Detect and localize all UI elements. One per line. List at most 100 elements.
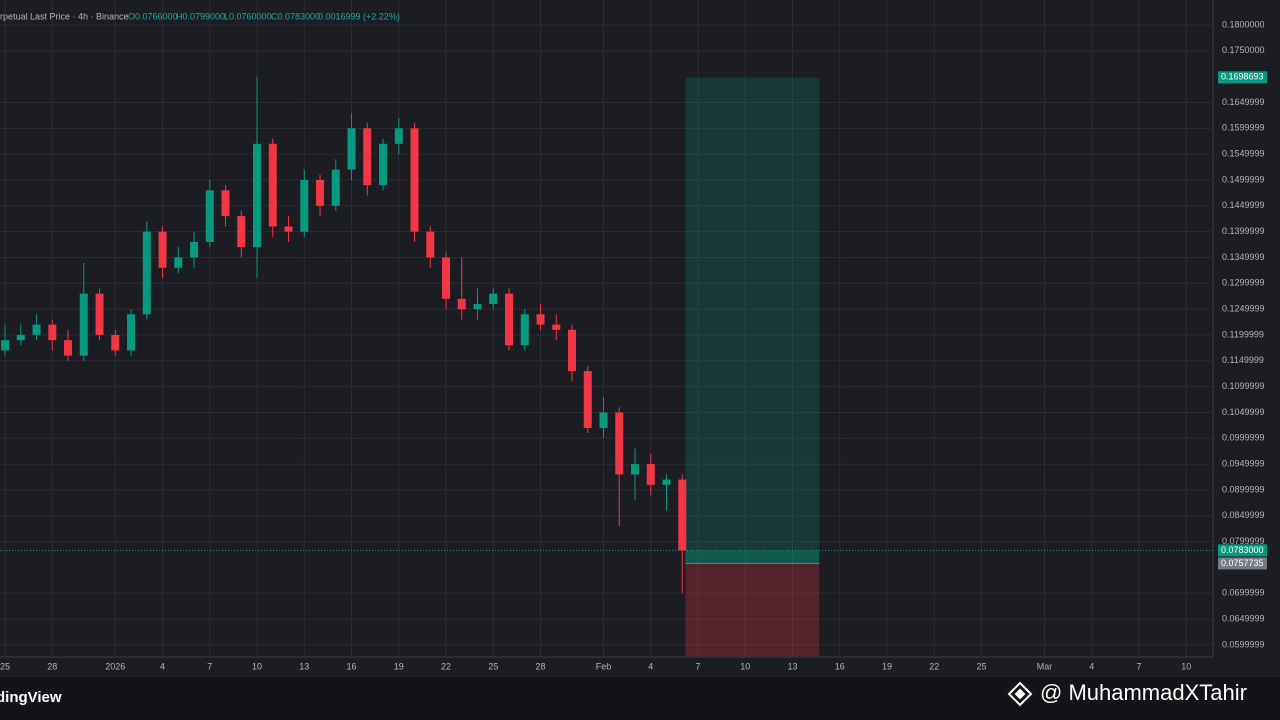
x-tick-label: 2026: [105, 661, 125, 671]
ohlc-close: C0.0783000: [271, 11, 320, 21]
candle-body: [32, 324, 41, 335]
logo: dingView: [0, 689, 62, 706]
x-tick-label: 22: [929, 661, 939, 671]
watermark-icon: [1007, 681, 1033, 707]
candle-body: [379, 143, 388, 186]
candle-body: [221, 190, 230, 217]
y-tick-label: 0.1149999: [1222, 355, 1264, 365]
candle-body: [473, 303, 482, 310]
ohlc-low: L0.0760000: [224, 11, 272, 21]
candle-body: [394, 128, 403, 144]
candle-body: [64, 340, 73, 356]
x-tick-label: 13: [299, 661, 309, 671]
candle-body: [268, 143, 277, 227]
candle-body: [520, 314, 529, 346]
candle-body: [615, 412, 624, 475]
y-tick-label: 0.0599999: [1222, 639, 1265, 649]
candle-body: [631, 464, 640, 475]
y-tick-label: 0.1449999: [1222, 200, 1265, 210]
candle-body: [79, 293, 88, 356]
candle-body: [142, 231, 151, 315]
y-tick-label: 0.0799999: [1222, 536, 1265, 546]
y-tick-label: 0.0999999: [1222, 433, 1265, 443]
x-tick-label: 25: [0, 661, 10, 671]
y-tick-label: 0.1299999: [1222, 278, 1265, 288]
stop-zone: [685, 563, 820, 657]
x-tick-label: 10: [740, 661, 750, 671]
candle-body: [253, 143, 262, 248]
y-tick-label: 0.0849999: [1222, 510, 1265, 520]
footer-bar: [0, 677, 1280, 720]
candle-body: [95, 293, 104, 335]
x-tick-label: 7: [207, 661, 212, 671]
price-tag-label: 0.0757735: [1221, 558, 1264, 568]
x-tick-label: 19: [394, 661, 404, 671]
candle-body: [1, 340, 10, 351]
x-tick-label: 10: [1181, 661, 1191, 671]
x-tick-label: 10: [252, 661, 262, 671]
candle-body: [174, 257, 183, 268]
price-tag: [1218, 544, 1267, 557]
x-tick-label: 19: [882, 661, 892, 671]
y-tick-label: 0.0949999: [1222, 458, 1265, 468]
candle-body: [552, 324, 561, 330]
y-tick-label: 0.1249999: [1222, 304, 1265, 314]
change: 0.0016999 (+2.22%): [318, 11, 400, 21]
candle-body: [568, 329, 577, 372]
candle-body: [583, 371, 592, 428]
candle-body: [457, 298, 466, 310]
candle-body: [111, 334, 120, 351]
x-tick-label: Feb: [596, 661, 612, 671]
candle-body: [599, 412, 608, 428]
candle-body: [363, 128, 372, 186]
candle-body: [678, 479, 687, 551]
y-tick-label: 0.0699999: [1222, 588, 1265, 598]
price-tag: [1218, 557, 1267, 570]
price-tag-label: 0.0783000: [1221, 545, 1264, 555]
y-tick-label: 0.1099999: [1222, 381, 1265, 391]
candle-body: [205, 190, 214, 242]
candle-body: [505, 293, 514, 346]
y-tick-label: 0.1199999: [1222, 329, 1264, 339]
chart-bg: [0, 0, 1280, 677]
y-tick-label: 0.0899999: [1222, 484, 1265, 494]
candle-body: [347, 128, 356, 170]
candle-body: [127, 314, 136, 351]
candle-body: [662, 479, 671, 485]
x-tick-label: Mar: [1037, 661, 1053, 671]
symbol: rpetual Last Price · 4h · Binance: [0, 11, 129, 21]
x-tick-label: 28: [536, 661, 546, 671]
y-tick-label: 0.1399999: [1222, 226, 1265, 236]
y-tick-label: 0.1599999: [1222, 123, 1265, 133]
x-tick-label: 7: [695, 661, 700, 671]
y-tick-label: 0.1049999: [1222, 407, 1265, 417]
x-tick-label: 7: [1136, 661, 1141, 671]
candle-body: [284, 226, 293, 232]
x-tick-label: 16: [835, 661, 845, 671]
x-tick-label: 4: [160, 661, 165, 671]
x-tick-label: 13: [787, 661, 797, 671]
y-tick-label: 0.1649999: [1222, 97, 1265, 107]
candle-body: [16, 334, 25, 341]
candle-body: [410, 128, 419, 232]
candle-body: [237, 216, 246, 248]
y-tick-label: 0.0649999: [1222, 613, 1265, 623]
y-tick-label: 0.1750000: [1222, 45, 1265, 55]
candle-body: [489, 293, 498, 304]
x-tick-label: 28: [47, 661, 57, 671]
y-tick-label: 0.1800000: [1222, 19, 1265, 29]
target-zone: [685, 77, 820, 564]
candle-body: [48, 324, 57, 341]
candle-body: [190, 241, 199, 258]
y-tick-label: 0.1349999: [1222, 252, 1265, 262]
price-tag: [1218, 71, 1267, 84]
candle-body: [331, 169, 340, 206]
y-tick-label: 0.1549999: [1222, 149, 1265, 159]
price-tag-label: 0.1698693: [1221, 72, 1264, 82]
x-tick-label: 4: [648, 661, 653, 671]
candle-body: [316, 179, 325, 206]
candle-body: [442, 257, 451, 299]
x-tick-label: 16: [347, 661, 357, 671]
x-tick-label: 25: [488, 661, 498, 671]
